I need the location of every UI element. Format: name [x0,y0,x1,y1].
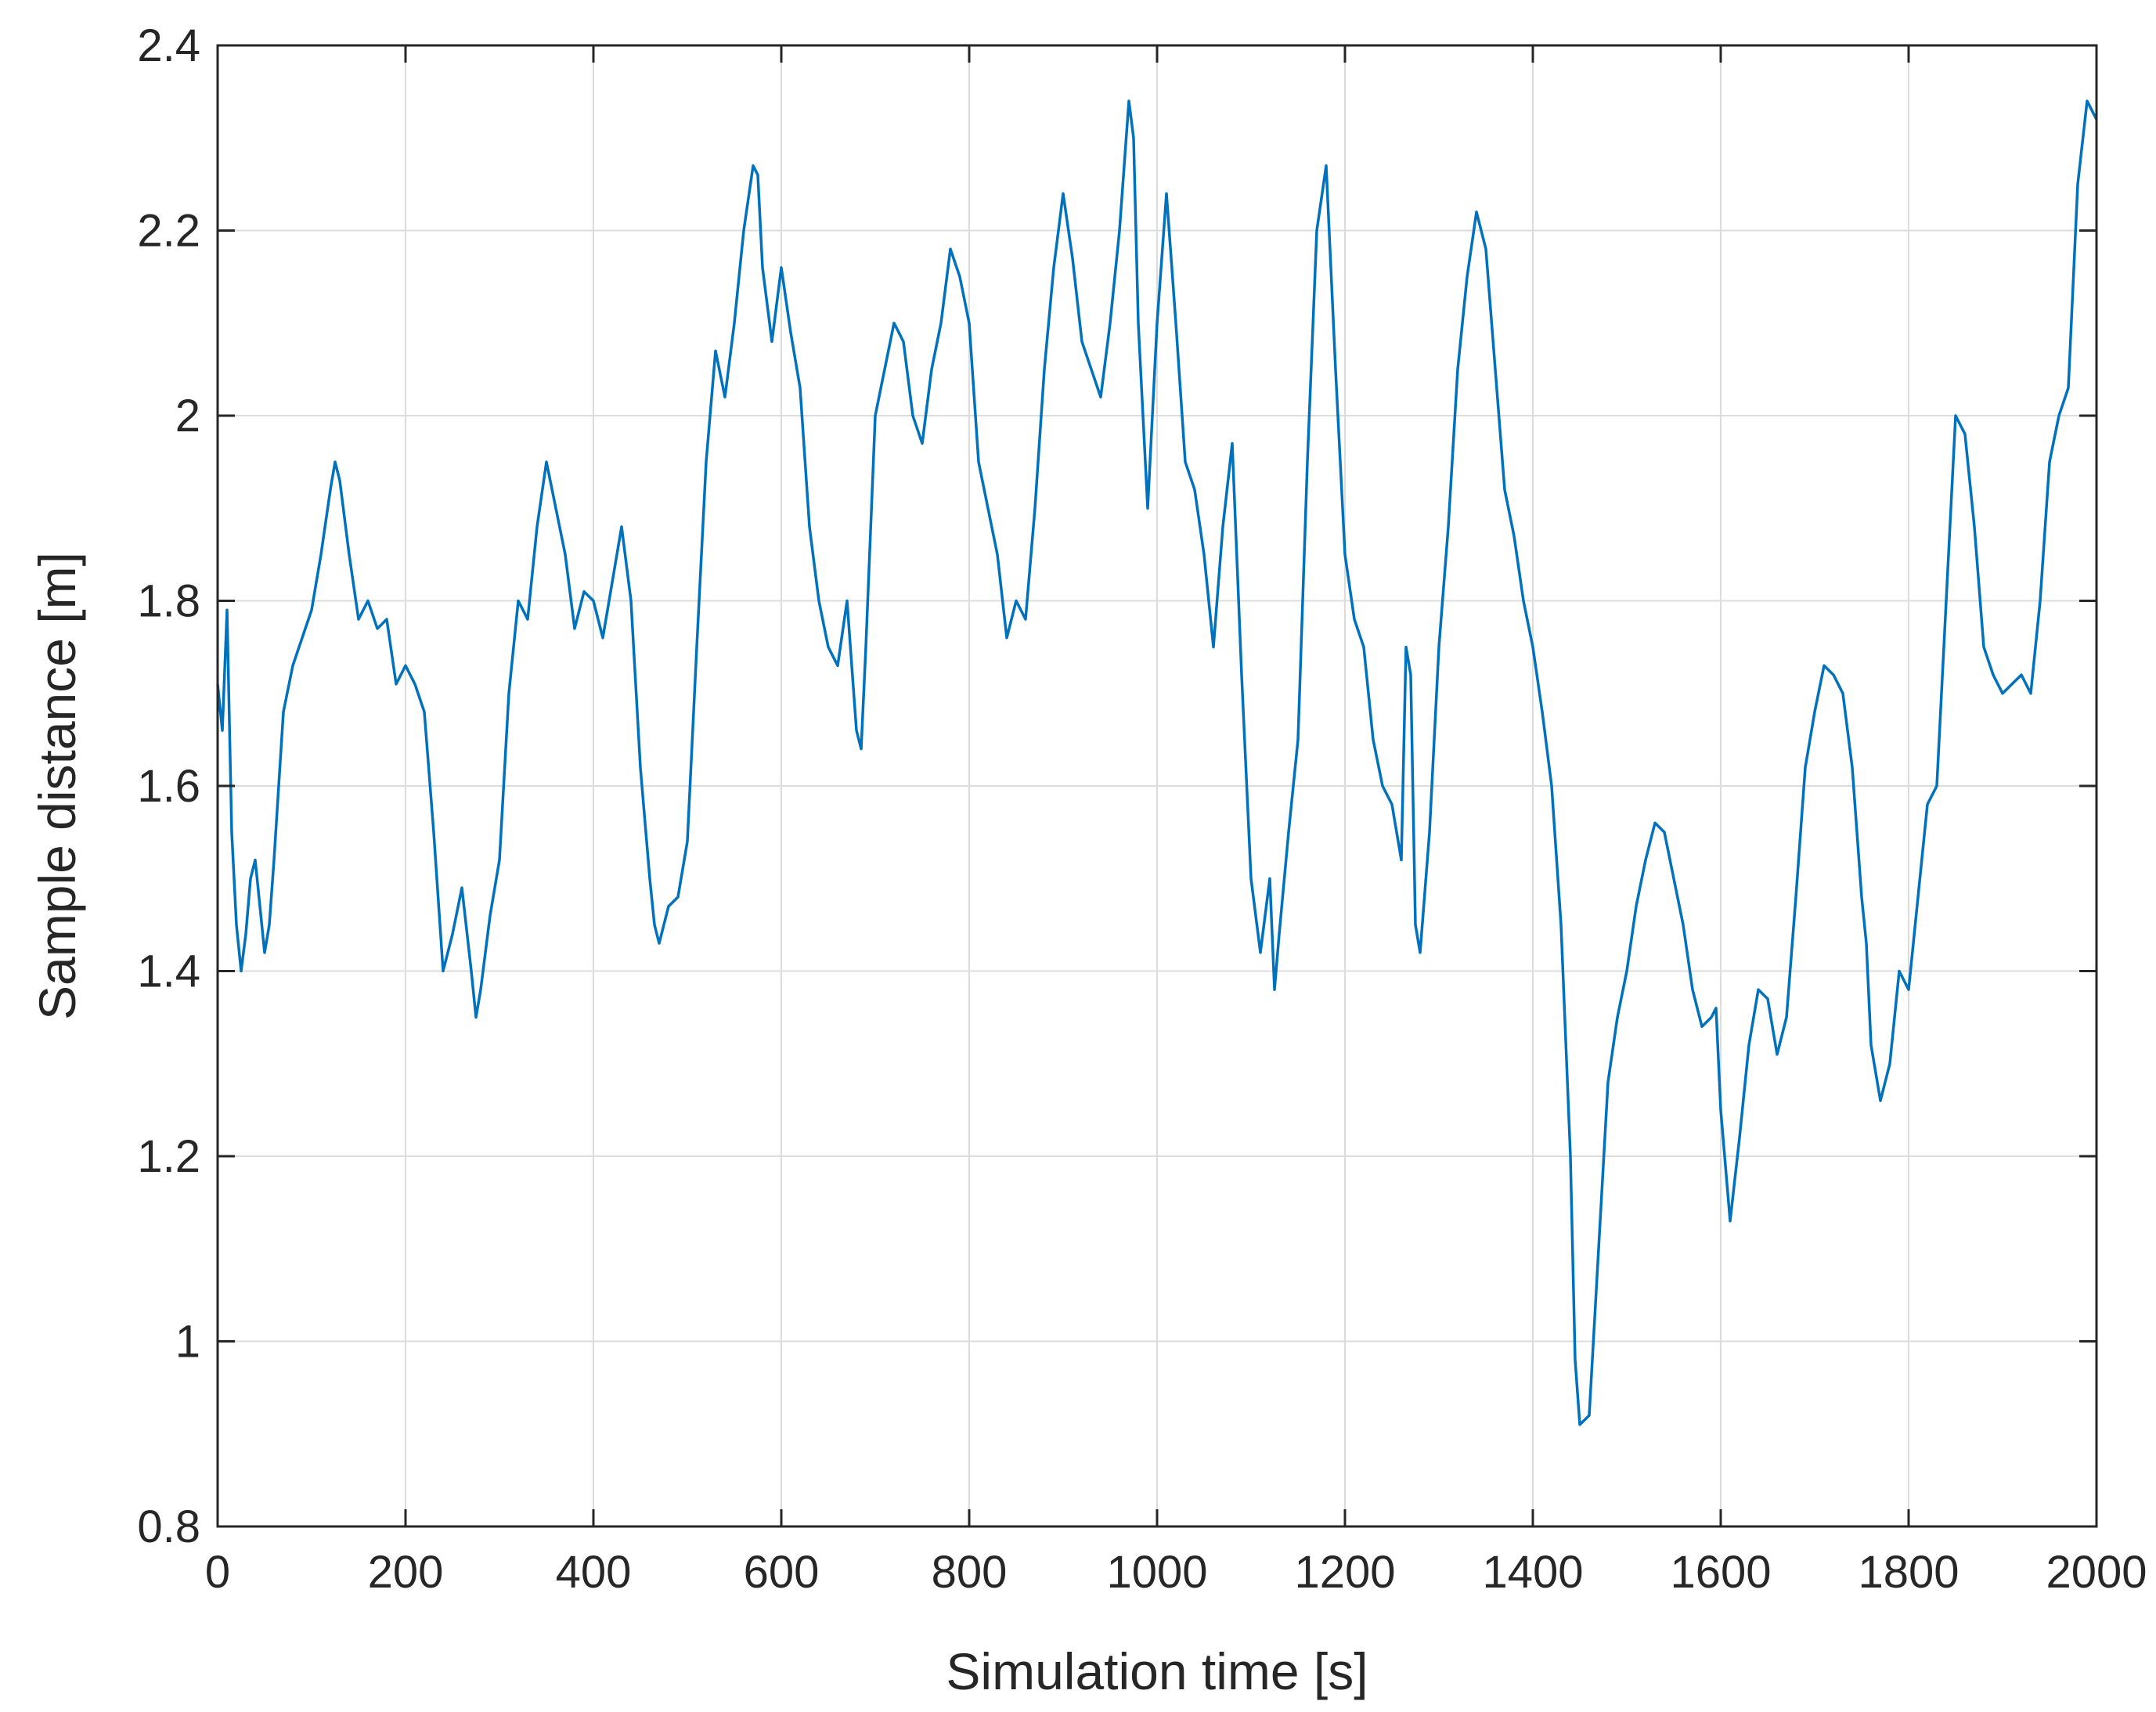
x-axis-label: Simulation time [s] [946,1642,1368,1700]
series-line [216,99,2098,1426]
y-tick-label: 1.2 [137,1131,200,1182]
grid-lines [217,45,2097,1527]
x-tick-label: 400 [556,1547,632,1598]
x-tick-label: 1400 [1482,1547,1583,1598]
y-tick-label: 1.8 [137,576,200,627]
x-tick-label: 200 [368,1547,444,1598]
y-tick-label: 2 [175,391,200,442]
y-tick-label: 1.6 [137,761,200,812]
tick-marks [216,44,2098,1528]
x-tick-label: 800 [932,1547,1008,1598]
y-tick-label: 2.4 [137,20,200,71]
x-axis-tick-labels: 0 200 400 600 800 1000 1200 1400 1600 1800 2000 [205,1547,2147,1598]
y-tick-label: 2.2 [137,206,200,257]
y-axis-label: Sample distance [m] [28,552,86,1020]
x-tick-label: 0 [205,1547,230,1598]
x-tick-label: 1800 [1858,1547,1959,1598]
y-tick-label: 1 [175,1317,200,1368]
x-tick-label: 1000 [1106,1547,1207,1598]
y-axis-tick-labels: 0.8 1 1.2 1.4 1.6 1.8 2 2.2 2.4 [137,20,200,1552]
y-tick-label: 1.4 [137,946,200,997]
x-tick-label: 1600 [1670,1547,1771,1598]
x-tick-label: 600 [744,1547,820,1598]
y-tick-label: 0.8 [137,1501,200,1552]
x-tick-label: 1200 [1294,1547,1395,1598]
x-tick-label: 2000 [2046,1547,2147,1598]
